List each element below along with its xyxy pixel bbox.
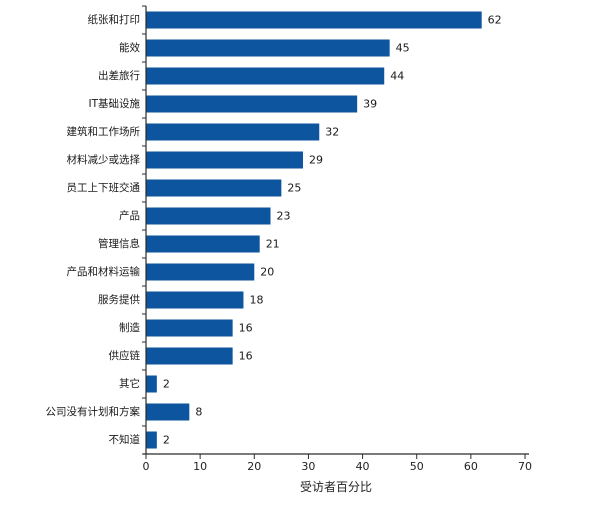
- bar: [146, 319, 233, 337]
- bar: [146, 403, 190, 421]
- category-label: 制造: [119, 321, 140, 334]
- bars-layer: [146, 11, 482, 449]
- value-label: 16: [239, 350, 253, 363]
- value-label: 8: [195, 406, 202, 419]
- category-label: 材料减少或选择: [67, 153, 141, 166]
- value-label: 2: [163, 378, 170, 391]
- category-label: 能效: [119, 41, 140, 54]
- category-label: 纸张和打印: [88, 13, 141, 26]
- bar: [146, 291, 244, 309]
- axis-layer: [142, 5, 529, 459]
- bar: [146, 347, 233, 365]
- category-label: 产品和材料运输: [67, 265, 141, 278]
- x-axis-title: 受访者百分比: [300, 480, 372, 494]
- x-tick-label: 40: [356, 460, 370, 473]
- value-label: 2: [163, 434, 170, 447]
- value-label: 39: [363, 98, 377, 111]
- value-label: 44: [390, 70, 404, 83]
- value-label: 16: [239, 322, 253, 335]
- category-label: 服务提供: [98, 293, 140, 306]
- category-label: 产品: [119, 209, 140, 222]
- value-label: 23: [277, 210, 291, 223]
- bar: [146, 151, 304, 169]
- bar: [146, 431, 157, 449]
- value-label: 45: [396, 42, 410, 55]
- value-label: 62: [488, 14, 502, 27]
- bar: [146, 375, 157, 393]
- category-label: 供应链: [109, 349, 141, 362]
- x-tick-label: 60: [464, 460, 478, 473]
- category-label: 不知道: [109, 433, 141, 446]
- x-tick-label: 20: [247, 460, 261, 473]
- category-label: 建筑和工作场所: [67, 125, 141, 138]
- category-label: 员工上下班交通: [67, 181, 141, 194]
- bar: [146, 95, 358, 113]
- x-tick-label: 50: [410, 460, 424, 473]
- bar: [146, 11, 482, 29]
- category-label: 公司没有计划和方案: [46, 405, 141, 418]
- labels-layer: 纸张和打印 62 能效 45 出差旅行 44 IT基础设施 39 建筑和工作场所 32 材料减少或选…: [46, 13, 533, 473]
- value-label: 20: [260, 266, 274, 279]
- category-label: 其它: [119, 377, 140, 390]
- x-tick-label: 70: [518, 460, 532, 473]
- value-label: 18: [249, 294, 263, 307]
- category-label: IT基础设施: [88, 97, 140, 110]
- category-label: 管理信息: [98, 237, 140, 250]
- bar: [146, 67, 385, 85]
- x-tick-label: 0: [143, 460, 150, 473]
- x-tick-label: 30: [301, 460, 315, 473]
- bar: [146, 263, 255, 281]
- bar: [146, 207, 271, 225]
- value-label: 21: [266, 238, 280, 251]
- value-label: 29: [309, 154, 323, 167]
- value-label: 25: [287, 182, 301, 195]
- bar: [146, 179, 282, 197]
- bar: [146, 235, 260, 253]
- category-label: 出差旅行: [98, 69, 140, 82]
- bar: [146, 123, 320, 141]
- value-label: 32: [325, 126, 339, 139]
- bar: [146, 39, 390, 57]
- x-tick-label: 10: [193, 460, 207, 473]
